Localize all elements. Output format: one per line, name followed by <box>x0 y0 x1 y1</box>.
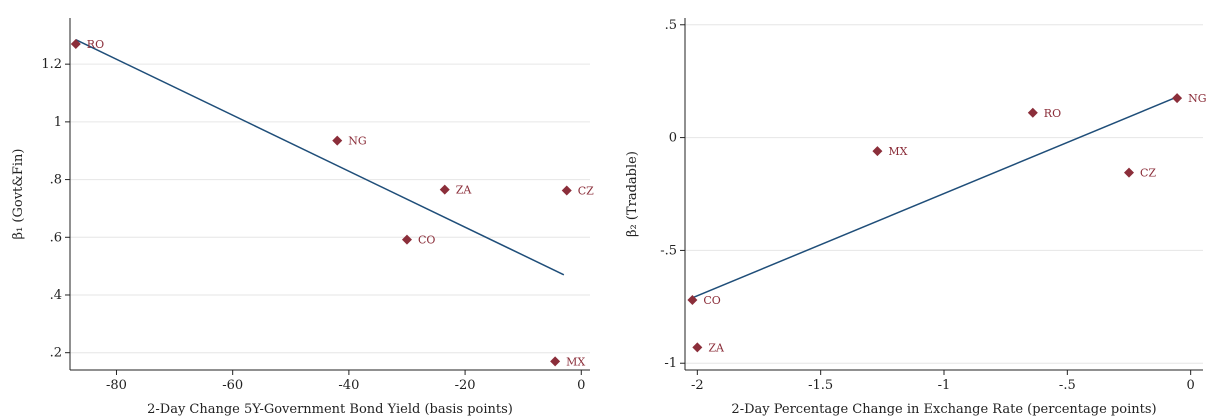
right-point-co <box>687 295 698 306</box>
left-point-label-mx: MX <box>566 355 585 368</box>
right-point-mx <box>872 146 883 157</box>
left-point-label-ro: RO <box>87 38 104 51</box>
left-point-za <box>439 184 450 195</box>
left-y-tick-label: .4 <box>50 288 62 303</box>
right-x-tick-label: -.5 <box>1059 378 1076 393</box>
left-y-tick-label: 1 <box>54 115 62 130</box>
left-point-label-za: ZA <box>456 184 473 197</box>
right-point-label-co: CO <box>703 294 720 307</box>
right-x-axis-label: 2-Day Percentage Change in Exchange Rate… <box>731 402 1156 417</box>
left-point-label-ng: NG <box>348 135 366 148</box>
left-point-cz <box>561 185 572 196</box>
left-point-mx <box>550 356 561 367</box>
right-plot: -1 -.5 0 .5 -2 -1.5 -1 -.5 0 2-Day Percentage Cha… <box>625 18 1207 417</box>
left-fit-line <box>75 38 565 276</box>
right-point-ng <box>1172 93 1183 104</box>
right-x-tick-label: 0 <box>1187 378 1195 393</box>
right-fit-line <box>692 96 1178 299</box>
right-y-tick-label: -.5 <box>660 243 677 258</box>
left-point-label-cz: CZ <box>578 185 594 198</box>
left-x-axis-label: 2-Day Change 5Y-Government Bond Yield (b… <box>147 402 513 417</box>
right-point-label-cz: CZ <box>1140 167 1156 180</box>
right-point-cz <box>1124 167 1134 178</box>
left-point-label-co: CO <box>418 234 435 247</box>
left-x-tick-label: 0 <box>577 378 585 393</box>
right-point-ro <box>1027 107 1038 118</box>
left-point-ng <box>332 135 343 146</box>
right-y-axis-label: β₂ (Tradable) <box>625 151 640 237</box>
right-x-tick-label: -1.5 <box>808 378 833 393</box>
right-y-tick-label: -1 <box>664 356 677 371</box>
right-point-label-za: ZA <box>708 341 725 354</box>
right-point-label-mx: MX <box>888 145 907 158</box>
right-point-label-ng: NG <box>1188 92 1206 105</box>
right-x-tick-label: -2 <box>691 378 704 393</box>
left-point-co <box>401 234 412 245</box>
left-x-tick-label: -40 <box>338 378 359 393</box>
right-point-za <box>692 342 703 353</box>
right-x-tick-label: -1 <box>938 378 951 393</box>
right-y-tick-label: .5 <box>665 18 677 33</box>
left-x-tick-label: -60 <box>222 378 243 393</box>
right-point-label-ro: RO <box>1044 107 1061 120</box>
left-y-tick-label: .6 <box>50 230 62 245</box>
left-y-axis-label: β₁ (Govt&Fin) <box>11 149 26 240</box>
left-y-tick-label: .8 <box>50 173 62 188</box>
left-y-tick-label: 1.2 <box>41 57 62 72</box>
left-plot: .2 .4 .6 .8 1 1.2 -80 -60 -40 -20 0 2-Day Change 5Y… <box>11 18 594 417</box>
left-x-tick-label: -20 <box>455 378 476 393</box>
right-y-tick-label: 0 <box>669 131 677 146</box>
left-y-tick-label: .2 <box>50 346 62 361</box>
left-x-tick-label: -80 <box>106 378 127 393</box>
left-point-ro <box>70 38 81 49</box>
